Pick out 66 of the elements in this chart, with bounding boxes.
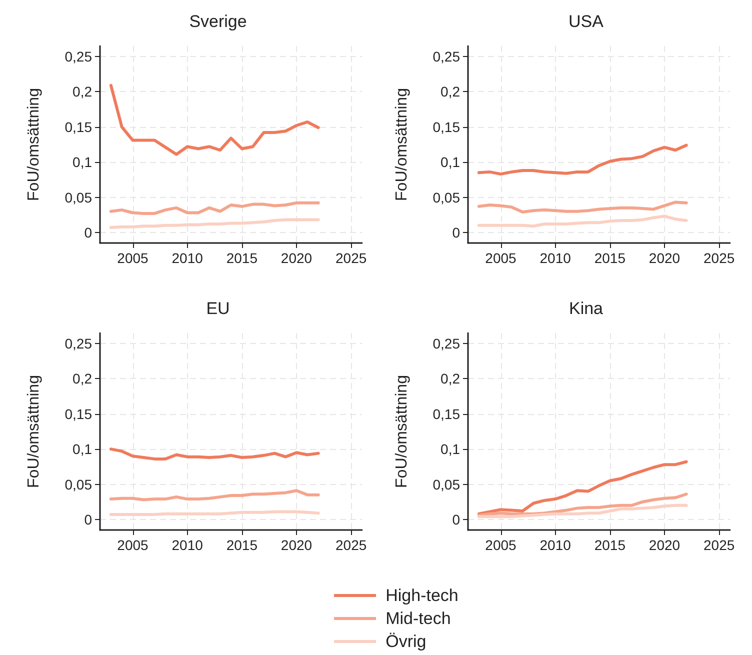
x-tick-label: 2010 — [172, 537, 204, 553]
chart-title: Sverige — [189, 12, 247, 31]
line-series — [109, 448, 320, 460]
y-tick-label: 0,05 — [64, 476, 92, 492]
y-tick-label: 0 — [452, 511, 460, 528]
y-tick-label: 0,05 — [64, 189, 92, 206]
y-tick-label: 0,25 — [432, 48, 460, 65]
line-series — [477, 492, 688, 517]
y-tick-label: 0,05 — [432, 476, 460, 492]
line-series — [477, 144, 688, 176]
line-series — [109, 218, 320, 230]
y-tick-label: 0 — [84, 511, 92, 528]
y-tick-label: 0,2 — [72, 84, 92, 100]
y-tick-label: 0,25 — [64, 336, 92, 352]
chart-title: EU — [206, 299, 230, 318]
line-series — [109, 489, 320, 502]
x-tick-label: 2015 — [594, 537, 626, 553]
y-tick-label: 0 — [452, 224, 460, 240]
x-tick-label: 2015 — [226, 250, 258, 266]
x-tick-label: 2025 — [704, 537, 735, 553]
legend-label: High-tech — [386, 586, 458, 606]
x-tick-label: 2025 — [336, 250, 367, 266]
y-tick-label: 0,15 — [432, 406, 460, 422]
x-tick-label: 2025 — [336, 537, 367, 553]
x-tick-label: 2005 — [485, 537, 517, 553]
y-axis-title: FoU/omsättning — [394, 88, 410, 201]
chart-title: USA — [568, 12, 604, 31]
y-tick-label: 0,1 — [72, 154, 92, 170]
line-series — [477, 504, 688, 518]
x-tick-label: 2005 — [117, 537, 149, 553]
y-tick-label: 0,25 — [432, 336, 460, 352]
y-tick-label: 0,15 — [64, 406, 92, 422]
line-series — [477, 460, 688, 516]
x-tick-label: 2020 — [648, 537, 680, 553]
y-axis-title: FoU/omsättning — [394, 375, 410, 488]
legend-label: Övrig — [386, 632, 426, 652]
line-series — [109, 201, 320, 215]
x-tick-label: 2015 — [594, 250, 626, 266]
legend-label: Mid-tech — [386, 608, 451, 628]
x-tick-label: 2005 — [117, 250, 149, 266]
x-tick-label: 2005 — [485, 250, 517, 266]
line-series — [109, 84, 320, 156]
x-tick-label: 2010 — [540, 250, 572, 266]
y-tick-label: 0 — [84, 224, 92, 240]
x-tick-label: 2010 — [540, 537, 572, 553]
x-tick-label: 2020 — [648, 250, 680, 266]
line-series — [477, 200, 688, 214]
y-axis-title: FoU/omsättning — [26, 375, 42, 488]
y-tick-label: 0,15 — [432, 118, 460, 135]
y-tick-label: 0,1 — [72, 441, 92, 458]
y-tick-label: 0,05 — [432, 189, 460, 206]
x-tick-label: 2020 — [280, 537, 312, 553]
y-axis-title: FoU/omsättning — [26, 88, 42, 201]
y-tick-label: 0,15 — [64, 118, 92, 135]
x-tick-label: 2025 — [704, 250, 735, 266]
x-tick-label: 2010 — [172, 250, 204, 266]
y-tick-label: 0,1 — [440, 154, 460, 170]
y-tick-label: 0,2 — [72, 370, 92, 387]
y-tick-label: 0,1 — [440, 441, 460, 458]
x-tick-label: 2020 — [280, 250, 312, 266]
line-series — [477, 214, 688, 228]
y-tick-label: 0,2 — [440, 84, 460, 100]
y-tick-label: 0,25 — [64, 48, 92, 65]
y-tick-label: 0,2 — [440, 370, 460, 387]
x-tick-label: 2015 — [226, 537, 258, 553]
chart-title: Kina — [568, 299, 604, 318]
